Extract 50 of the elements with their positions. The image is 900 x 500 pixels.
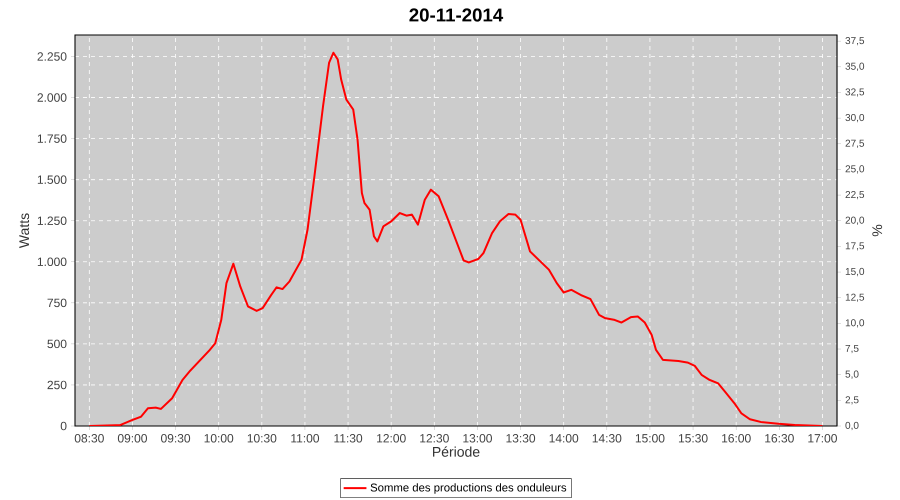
x-tick-label: 15:00 (636, 434, 664, 443)
x-tick-label: 10:00 (204, 434, 234, 443)
x-tick-label: 11:00 (291, 434, 320, 443)
x-tick-label: 15:30 (678, 434, 708, 443)
y2-tick-label: 10,0 (846, 319, 864, 328)
y2-tick-label: 20,0 (846, 216, 864, 225)
x-axis-title: Période (433, 446, 480, 457)
y2-tick-label: 32,5 (845, 88, 864, 97)
y2-tick-label: 17,5 (846, 242, 864, 250)
line-series (88, 52, 824, 426)
x-tick-label: 09:30 (161, 434, 190, 443)
y-tick-label: 1.000 (38, 258, 66, 266)
x-tick-label: 16:30 (765, 434, 794, 443)
x-tick-label: 16:00 (722, 434, 751, 443)
y2-tick-label: 30,0 (845, 114, 864, 122)
y2-axis-title: % (872, 224, 882, 236)
x-tick-label: 11:30 (334, 434, 362, 443)
y2-tick-label: 0,0 (845, 422, 859, 430)
x-tick-label: 14:00 (550, 434, 578, 443)
y2-tick-label: 12,5 (846, 294, 864, 302)
y2-tick-label: 35,0 (845, 62, 864, 71)
y2-tick-label: 22,5 (846, 190, 864, 200)
y-tick-label: 750 (48, 298, 66, 308)
x-tick-label: 12:30 (420, 434, 449, 443)
x-tick-label: 14:30 (592, 434, 622, 443)
x-tick-label: 17:00 (808, 434, 837, 443)
y-tick-label: 500 (47, 340, 66, 348)
y2-tick-label: 2,5 (846, 396, 859, 404)
x-tick-label: 09:00 (118, 434, 147, 443)
x-tick-label: 13:00 (463, 434, 492, 443)
y2-tick-label: 15,0 (846, 268, 864, 276)
chart-title: 20-11-2014 (409, 8, 504, 22)
y-tick-label: 2.250 (38, 52, 66, 61)
y-tick-label: 1.250 (38, 216, 66, 225)
y-tick-label: 250 (48, 380, 66, 390)
x-tick-label: 13:30 (506, 434, 536, 443)
y-axis-title: Watts (19, 213, 30, 248)
y2-tick-label: 27,5 (846, 140, 864, 148)
y-tick-label: 1.500 (38, 175, 66, 184)
y-tick-label: 2.000 (38, 93, 66, 102)
y2-tick-label: 5,0 (845, 370, 859, 379)
x-tick-label: 10:30 (248, 434, 276, 443)
y-tick-label: 1.750 (38, 134, 66, 143)
x-tick-label: 08:30 (74, 434, 104, 443)
y2-tick-label: 37,5 (845, 37, 864, 46)
y2-tick-label: 7,5 (846, 344, 859, 354)
x-tick-label: 12:00 (377, 434, 406, 443)
y2-tick-label: 25,0 (846, 165, 864, 174)
legend-label: Somme des productions des onduleurs (370, 483, 566, 494)
y-tick-label: 0 (60, 422, 66, 430)
